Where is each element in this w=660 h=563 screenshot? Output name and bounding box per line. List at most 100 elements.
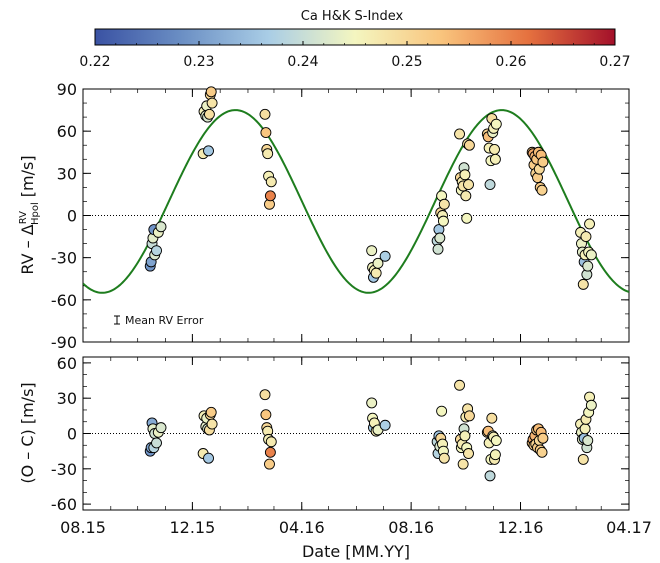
colorbar-tick-label: 0.23 [183,54,214,70]
oc-data-point [463,448,474,459]
rv-data-points [144,86,597,290]
rv-data-point [264,190,276,202]
oc-x-tick-label: 12.16 [498,518,544,537]
oc-data-point [577,453,589,465]
oc-data-point [454,379,465,391]
oc-data-point [490,435,502,447]
oc-data-point [484,470,496,482]
oc-data-point [585,399,597,411]
oc-data-point [537,432,549,444]
rv-data-point [260,127,272,139]
rv-data-point [463,139,475,151]
rv-x-ticks [82,89,630,342]
oc-data-point [438,452,450,464]
rv-data-point [580,231,592,243]
oc-data-point [203,452,214,464]
colorbar-ticks: 0.22 0.23 0.24 0.25 0.26 0.27 [79,41,631,70]
rv-data-point [432,243,444,255]
rv-data-point [582,260,594,272]
rv-y-tick-label: -60 [51,291,77,310]
rv-data-point [203,108,215,120]
rv-y-tick-label: 60 [57,122,77,141]
rv-data-point [262,148,274,160]
oc-data-point [265,436,277,448]
oc-data-point [259,389,271,401]
rv-data-point [205,86,217,98]
mean-rv-error-label: Mean RV Error [125,314,204,327]
oc-x-ticks: 08.15 12.15 04.16 08.16 12.16 04.17 [60,357,652,537]
oc-data-point [155,422,167,434]
colorbar-tick-label: 0.24 [287,54,318,70]
oc-x-tick-label: 08.15 [60,518,106,537]
rv-data-point [584,218,595,230]
rv-panel: 90 60 30 0 -30 -60 -90 Mean RV Error RV – ΔRVH… [18,80,630,352]
oc-data-point [260,409,272,421]
colorbar: Ca H&K S-Index 0.22 0.23 0.24 0.25 0.26 0.27 [79,9,630,70]
oc-data-point [379,419,391,431]
x-axis-label: Date [MM.YY] [302,542,410,561]
rv-data-point [585,249,597,261]
rv-y-tick-label: -90 [51,333,77,352]
rv-y-tick-label: -30 [51,249,77,268]
rv-y-tick-label: 0 [67,207,77,226]
oc-y-tick-label: 30 [57,389,77,408]
oc-data-point [205,406,217,418]
oc-data-point [489,449,501,461]
oc-data-point [486,412,498,424]
colorbar-tick-label: 0.22 [79,54,110,70]
rv-data-point [155,221,167,233]
rv-data-point [265,176,277,188]
oc-panel: 60 30 0 -30 -60 08.15 12.15 04.16 08.16 12.16 04.… [18,354,652,561]
rv-data-point [490,118,502,130]
oc-y-ticks: 60 30 0 -30 -60 [51,354,629,514]
rv-data-point [206,97,218,109]
oc-data-point [206,418,218,430]
rv-data-point [537,156,549,168]
oc-y-tick-label: -30 [51,460,77,479]
oc-data-points [144,379,597,482]
oc-data-point [463,410,475,422]
rv-data-point [259,108,271,120]
rv-data-point [461,212,473,224]
oc-y-tick-label: 0 [67,425,77,444]
rv-data-point [489,143,500,155]
rv-data-point [454,128,465,140]
oc-data-point [579,423,591,435]
rv-data-point [577,278,589,290]
colorbar-tick-label: 0.27 [599,54,630,70]
oc-y-axis-label: (O – C) [m/s] [18,382,37,483]
oc-data-point [151,437,162,449]
rv-data-point [438,198,450,210]
rv-data-point [536,184,548,196]
oc-x-tick-label: 12.15 [169,518,215,537]
rv-data-point [463,179,474,191]
oc-data-point [459,430,471,442]
rv-data-point [437,215,449,227]
rv-data-point [366,245,378,257]
rv-data-point [489,153,501,165]
colorbar-gradient [94,28,616,46]
rv-y-tick-label: 30 [57,164,77,183]
rv-data-point [370,267,382,279]
oc-data-point [264,446,276,458]
oc-x-tick-label: 04.17 [606,518,652,537]
rv-y-axis-label: RV – ΔRVHpol [m/s] [18,155,41,274]
oc-data-point [366,397,378,409]
colorbar-tick-label: 0.26 [495,54,526,70]
oc-x-tick-label: 04.16 [279,518,325,537]
oc-y-tick-label: 60 [57,354,77,373]
rv-data-point [203,145,214,157]
rv-data-point [484,179,496,191]
oc-data-point [536,446,548,458]
rv-data-point [379,250,391,262]
rv-data-point [459,169,471,181]
rv-data-point [372,257,384,269]
oc-data-point [457,458,469,470]
oc-data-point [436,405,448,417]
oc-data-point [582,435,594,447]
rv-data-point [460,190,472,202]
rv-data-point [434,232,446,244]
colorbar-tick-label: 0.25 [391,54,422,70]
oc-y-tick-label: -60 [51,495,77,514]
